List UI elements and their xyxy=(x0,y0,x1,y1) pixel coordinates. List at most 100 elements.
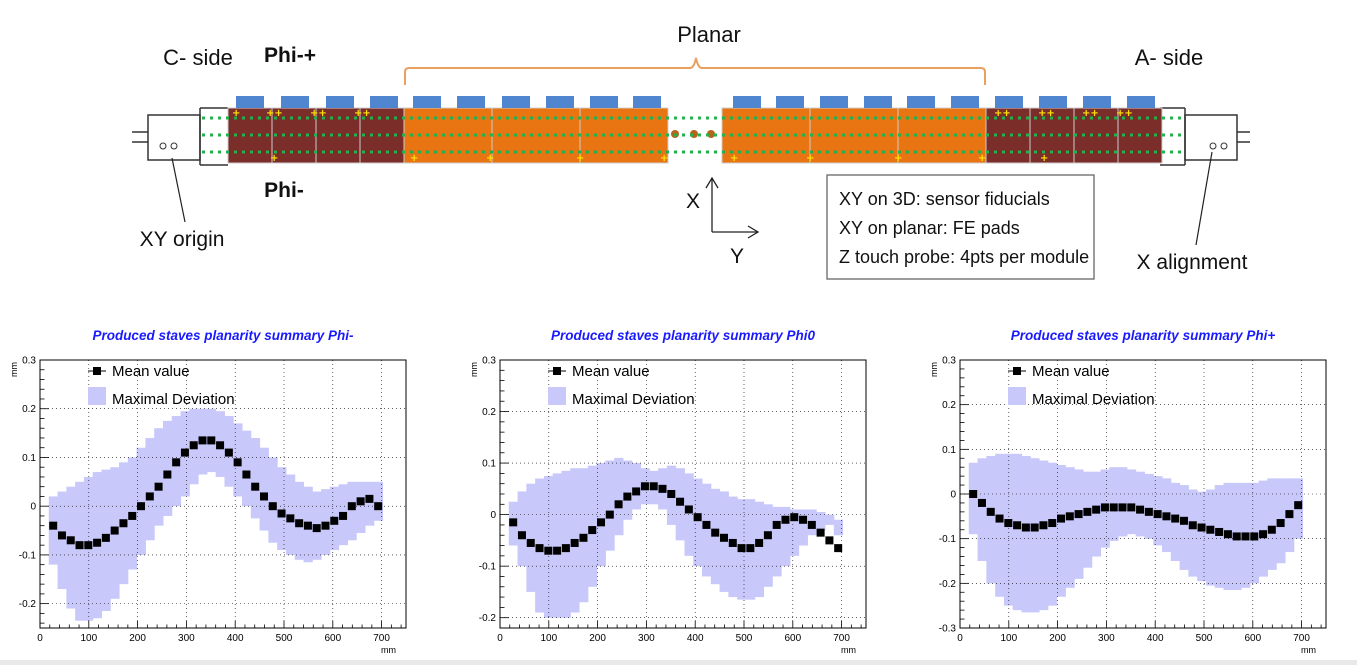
deviation-band-bin xyxy=(277,467,287,551)
x-tick-label: 700 xyxy=(833,633,850,644)
mean-value-marker xyxy=(1232,532,1241,541)
deviation-band-bin xyxy=(1056,464,1066,597)
deviation-band-bin xyxy=(596,463,606,567)
fe-chips xyxy=(236,96,1155,108)
mean-value-marker xyxy=(1223,530,1232,539)
mean-value-marker xyxy=(1188,521,1197,530)
chart-phi-plus: Produced staves planarity summary Phi+ 0 1… xyxy=(928,320,1348,660)
legend-mean-label: Mean value xyxy=(112,363,190,380)
deviation-band-bin xyxy=(1197,491,1207,582)
deviation-band-bin xyxy=(1126,469,1137,535)
svg-text:+: + xyxy=(410,153,418,164)
y-tick-label: -0.3 xyxy=(939,624,957,635)
green-dotted-lines xyxy=(202,116,1184,154)
axis-y-label: Y xyxy=(730,245,744,268)
mean-value-marker xyxy=(825,536,834,545)
mean-value-marker xyxy=(1127,503,1136,512)
x-tick-label: 300 xyxy=(1098,633,1115,644)
mean-value-marker xyxy=(640,482,649,491)
mean-value-marker xyxy=(526,538,535,547)
info-line-3: Z touch probe: 4pts per module xyxy=(839,247,1089,267)
deviation-band-bin xyxy=(684,473,694,556)
deviation-band-bin xyxy=(1118,467,1128,537)
svg-text:+: + xyxy=(486,153,494,164)
x-tick-label: 700 xyxy=(1293,633,1310,644)
deviation-band-bin xyxy=(48,496,59,565)
mean-value-marker xyxy=(977,498,986,507)
legend-deviation-swatch xyxy=(1008,387,1026,405)
deviation-band-bin xyxy=(1039,460,1049,611)
mean-value-marker xyxy=(676,497,685,506)
mean-value-marker xyxy=(570,538,579,547)
mean-value-marker xyxy=(544,546,553,555)
mean-value-marker xyxy=(632,487,641,496)
deviation-band-bin xyxy=(1091,471,1102,557)
chart-title: Produced staves planarity summary Phi0 xyxy=(551,328,816,343)
x-tick-label: 100 xyxy=(540,633,557,644)
x-tick-label: 100 xyxy=(1000,633,1017,644)
mean-value-marker xyxy=(658,484,667,493)
deviation-band-bin xyxy=(825,514,835,525)
deviation-band-bin xyxy=(57,491,67,590)
legend-deviation-label: Maximal Deviation xyxy=(572,391,695,408)
y-tick-label: 0.2 xyxy=(22,404,36,415)
x-axis-label: mm xyxy=(1301,645,1316,655)
deviation-band-bin xyxy=(517,491,527,567)
deviation-band-bin xyxy=(365,481,375,526)
mean-value-marker xyxy=(790,513,799,522)
x-tick-label: 600 xyxy=(324,633,341,644)
deviation-band-bin xyxy=(1047,462,1058,606)
legend-deviation-swatch xyxy=(88,387,106,405)
phi-plus-label: Phi-+ xyxy=(264,44,316,67)
mean-value-marker xyxy=(1057,514,1066,523)
y-tick-label: 0.2 xyxy=(942,400,956,411)
mean-value-marker xyxy=(693,513,702,522)
y-tick-label: -0.2 xyxy=(479,613,497,624)
x-tick-label: 400 xyxy=(227,633,244,644)
legend-deviation-label: Maximal Deviation xyxy=(1032,391,1155,408)
mean-value-marker xyxy=(702,520,711,529)
deviation-band-bin xyxy=(789,509,800,556)
left-end-block xyxy=(132,107,228,166)
deviation-band-bin xyxy=(968,462,979,535)
mean-value-marker xyxy=(1144,507,1153,516)
mean-value-marker xyxy=(605,510,614,519)
deviation-band-bin xyxy=(145,437,155,541)
mean-value-marker xyxy=(330,516,339,525)
mean-value-marker xyxy=(356,497,365,506)
svg-text:+: + xyxy=(576,153,584,164)
mean-value-marker xyxy=(312,524,321,533)
mean-value-marker xyxy=(101,533,110,542)
mean-value-marker xyxy=(1074,510,1083,519)
mean-value-marker xyxy=(93,538,102,547)
mean-value-marker xyxy=(1294,501,1303,510)
deviation-band-bin xyxy=(356,481,366,533)
mean-value-marker xyxy=(737,544,746,553)
mean-value-marker xyxy=(1109,503,1118,512)
x-alignment-arrow xyxy=(1195,151,1213,246)
mean-value-marker xyxy=(1250,532,1259,541)
deviation-band-bin xyxy=(763,504,773,587)
stave-diagram: Planar C- side A- side Phi-+ Phi- xyxy=(132,22,1250,280)
svg-text:+: + xyxy=(978,153,986,164)
deviation-band-bin xyxy=(1082,471,1093,568)
mean-value-marker xyxy=(1100,503,1109,512)
mean-value-marker xyxy=(347,502,356,511)
svg-text:++: ++ xyxy=(1082,108,1099,119)
y-tick-label: -0.1 xyxy=(19,550,37,561)
mean-value-marker xyxy=(1092,505,1101,514)
mean-value-marker xyxy=(667,490,676,498)
deviation-band-bin xyxy=(347,481,357,541)
deviation-band-bin xyxy=(1074,469,1084,579)
mean-value-marker xyxy=(1039,521,1048,530)
mean-value-marker xyxy=(986,507,995,516)
x-tick-label: 200 xyxy=(1049,633,1066,644)
mean-value-marker xyxy=(1004,519,1013,528)
x-tick-label: 600 xyxy=(1244,633,1261,644)
y-tick-label: 0.3 xyxy=(22,356,36,367)
deviation-band-bin xyxy=(1012,453,1022,611)
mean-value-marker xyxy=(995,514,1004,523)
mean-value-marker xyxy=(1030,523,1039,532)
deviation-band-bin xyxy=(154,428,164,526)
deviation-band-bin xyxy=(1144,473,1154,539)
